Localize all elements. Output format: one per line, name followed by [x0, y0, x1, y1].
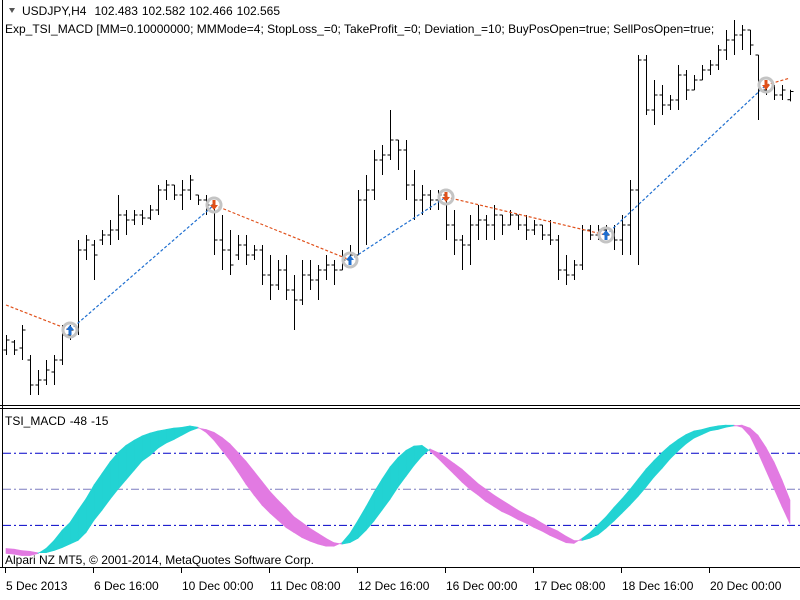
symbol-line: USDJPY,H4 102.483 102.582 102.466 102.565 [22, 4, 280, 18]
buy-arrow [346, 255, 354, 265]
last-high: 102.582 [142, 4, 186, 18]
position-line [213, 204, 351, 261]
sell-arrow [762, 80, 770, 90]
signal-ring [757, 76, 775, 94]
position-line [445, 196, 607, 236]
indicator-title: TSI_MACD [5, 414, 66, 428]
signal-ring [205, 196, 223, 214]
signal-ring [341, 251, 359, 269]
buy-arrow [602, 230, 610, 240]
x-tick-label: 6 Dec 16:00 [94, 579, 159, 593]
position-line [5, 304, 71, 331]
position-line [69, 204, 215, 331]
indicator-value: -48 [70, 414, 88, 428]
signal-ring [61, 321, 79, 339]
indicator-band [781, 479, 791, 525]
symbol: USDJPY,H4 [22, 4, 87, 18]
indicator-line: TSI_MACD -48 -15 [5, 414, 109, 428]
signal-ring [597, 226, 615, 244]
x-tick-label: 16 Dec 00:00 [446, 579, 518, 593]
indicator-value: -15 [91, 414, 109, 428]
x-tick-label: 17 Dec 08:00 [534, 579, 606, 593]
sell-arrow [442, 192, 450, 202]
last-low: 102.466 [189, 4, 233, 18]
position-line [349, 196, 447, 261]
x-tick-label: 11 Dec 08:00 [270, 579, 341, 593]
plot-layer: 5 Dec 2013 6 Dec 16:00 10 Dec 00:00 11 Dec … [3, 20, 800, 593]
x-tick-label: 10 Dec 00:00 [182, 579, 254, 593]
position-line [605, 84, 767, 236]
sell-arrow [210, 200, 218, 210]
x-tick-label: 12 Dec 16:00 [358, 579, 430, 593]
expert-line: Exp_TSI_MACD [MM=0.10000000; MMMode=4; S… [5, 22, 714, 36]
x-tick-label: 5 Dec 2013 [6, 579, 68, 593]
x-tick-label: 18 Dec 16:00 [622, 579, 694, 593]
copyright: Alpari NZ MT5, © 2001-2014, MetaQuotes S… [5, 553, 314, 567]
symbol-icon [9, 8, 15, 13]
signal-ring [437, 188, 455, 206]
last-open: 102.483 [94, 4, 138, 18]
last-close: 102.565 [237, 4, 281, 18]
x-tick-label: 20 Dec 00:00 [710, 579, 782, 593]
buy-arrow [66, 325, 74, 335]
position-line [765, 77, 791, 86]
